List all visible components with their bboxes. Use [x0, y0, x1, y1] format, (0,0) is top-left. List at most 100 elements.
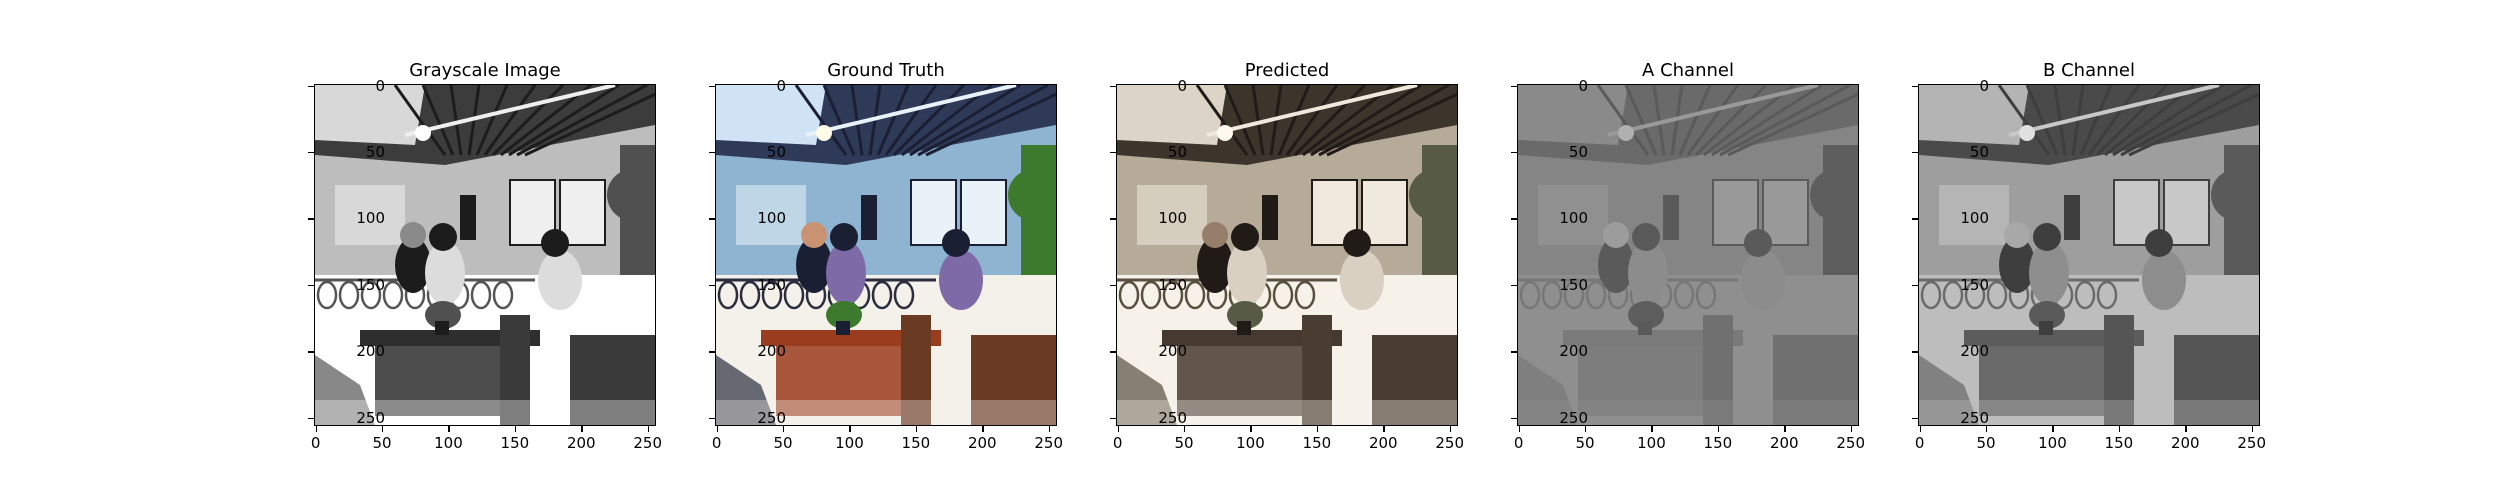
x-tick-mark	[915, 425, 918, 432]
x-tick-label: 150	[901, 434, 931, 452]
b-channel-cafe-scene	[1919, 85, 2259, 425]
y-tick-mark	[308, 284, 315, 287]
x-tick-label: 150	[1703, 434, 1733, 452]
y-tick-mark	[308, 351, 315, 353]
grayscale-cafe-scene	[315, 85, 655, 425]
x-tick-label: 150	[1302, 434, 1332, 452]
panel-title: Grayscale Image	[409, 60, 561, 81]
y-tick-mark	[709, 351, 716, 353]
y-tick-label: 0	[1578, 76, 1588, 95]
x-tick-label: 250	[633, 434, 662, 452]
y-tick-label: 50	[1568, 143, 1588, 162]
y-tick-mark	[709, 85, 716, 88]
x-tick-mark	[1117, 425, 1120, 432]
x-tick-mark	[783, 425, 785, 432]
x-tick-label: 250	[1435, 434, 1464, 452]
y-tick-mark	[1110, 417, 1117, 420]
x-tick-mark	[2052, 425, 2054, 432]
x-tick-mark	[382, 425, 384, 432]
x-tick-mark	[849, 425, 851, 432]
x-tick-label: 50	[1174, 434, 1194, 452]
x-tick-mark	[1986, 425, 1988, 432]
y-tick-label: 50	[1167, 143, 1187, 162]
x-tick-label: 50	[1575, 434, 1595, 452]
y-tick-label: 200	[356, 342, 385, 361]
panel-1: Grayscale Image 0 50 100 150 200 250 0 50 100 150…	[308, 0, 735, 500]
y-tick-label: 50	[365, 143, 385, 162]
panel-image	[314, 84, 656, 426]
panel-5: B Channel 0 50 100 150 200 250 0 50 100 150 200 250	[1912, 0, 2339, 500]
y-tick-mark	[1110, 218, 1117, 220]
y-tick-label: 0	[1177, 76, 1187, 95]
y-tick-label: 100	[1559, 209, 1588, 228]
x-tick-label: 100	[835, 434, 864, 452]
y-tick-label: 100	[1960, 209, 1989, 228]
y-tick-mark	[308, 417, 315, 420]
panel-4: A Channel 0 50 100 150 200 250 0 50 100 150 200 250	[1511, 0, 1938, 500]
panel-image	[715, 84, 1057, 426]
y-tick-mark	[1912, 417, 1919, 420]
x-tick-label: 100	[1637, 434, 1666, 452]
x-tick-label: 100	[434, 434, 463, 452]
y-tick-label: 150	[356, 275, 385, 294]
x-tick-mark	[2185, 425, 2187, 432]
y-tick-label: 50	[766, 143, 786, 162]
x-tick-label: 150	[2104, 434, 2134, 452]
x-tick-mark	[581, 425, 583, 432]
x-tick-mark	[716, 425, 719, 432]
x-tick-label: 100	[2038, 434, 2067, 452]
y-tick-label: 0	[375, 76, 385, 95]
panel-title: Ground Truth	[827, 60, 945, 81]
y-tick-label: 200	[1158, 342, 1187, 361]
panel-image	[1116, 84, 1458, 426]
y-tick-label: 250	[757, 408, 786, 427]
x-tick-mark	[1850, 425, 1853, 432]
panel-2: Ground Truth 0 50 100 150 200 250 0 50 100 150 200…	[709, 0, 1136, 500]
x-tick-label: 250	[1836, 434, 1865, 452]
y-tick-label: 200	[1960, 342, 1989, 361]
y-tick-mark	[1511, 351, 1518, 353]
y-tick-mark	[308, 218, 315, 220]
y-tick-mark	[709, 284, 716, 287]
y-tick-label: 250	[1158, 408, 1187, 427]
y-tick-label: 50	[1969, 143, 1989, 162]
x-tick-mark	[1784, 425, 1786, 432]
x-tick-label: 250	[2237, 434, 2266, 452]
y-tick-label: 150	[1559, 275, 1588, 294]
x-tick-label: 0	[711, 434, 722, 452]
x-tick-mark	[315, 425, 318, 432]
x-tick-label: 150	[500, 434, 530, 452]
y-tick-label: 0	[776, 76, 786, 95]
x-tick-label: 200	[2170, 434, 2200, 452]
x-tick-mark	[1383, 425, 1385, 432]
y-tick-mark	[308, 152, 315, 154]
x-tick-mark	[2118, 425, 2121, 432]
x-tick-label: 0	[1914, 434, 1925, 452]
x-tick-mark	[1518, 425, 1521, 432]
y-tick-mark	[1110, 152, 1117, 154]
x-tick-label: 50	[773, 434, 793, 452]
x-tick-label: 200	[967, 434, 997, 452]
x-tick-label: 0	[1513, 434, 1524, 452]
x-tick-mark	[1919, 425, 1922, 432]
panel-title: B Channel	[2043, 60, 2135, 81]
y-tick-mark	[1511, 218, 1518, 220]
y-tick-mark	[308, 85, 315, 88]
color-cafe-scene	[716, 85, 1056, 425]
a-channel-cafe-scene	[1518, 85, 1858, 425]
x-tick-mark	[448, 425, 450, 432]
x-tick-mark	[1048, 425, 1051, 432]
panel-image	[1918, 84, 2260, 426]
y-tick-label: 0	[1979, 76, 1989, 95]
x-tick-mark	[514, 425, 517, 432]
x-tick-mark	[647, 425, 650, 432]
y-tick-mark	[1912, 152, 1919, 154]
y-tick-mark	[1912, 218, 1919, 220]
x-tick-mark	[1250, 425, 1252, 432]
x-tick-mark	[1316, 425, 1319, 432]
y-tick-mark	[709, 152, 716, 154]
y-tick-mark	[1110, 351, 1117, 353]
x-tick-label: 200	[1368, 434, 1398, 452]
x-tick-label: 50	[1976, 434, 1996, 452]
x-tick-mark	[1449, 425, 1452, 432]
